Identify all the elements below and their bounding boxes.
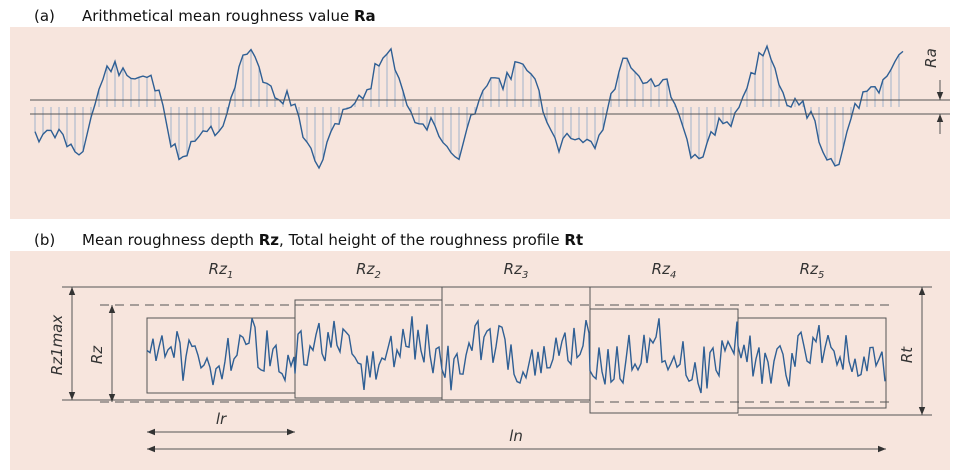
segment-label-sub: 4 [670,270,676,281]
segment-box [737,317,887,409]
panel-a-label: (a) [34,7,55,25]
segment-label: Rz3 [504,260,529,281]
ln-label: ln [509,427,523,445]
lr-label: lr [216,410,227,428]
segment-label: Rz1 [209,260,234,281]
panel-a-title: Arithmetical mean roughness value Ra [82,7,376,25]
panel-b: Rz1 Rz2 Rz3 Rz4 Rz5 [146,260,887,414]
segment-label-base: Rz [356,260,375,278]
segment-label: Rz5 [800,260,825,281]
title-text: Mean roughness depth [82,231,259,249]
panel-b-title: Mean roughness depth Rz, Total height of… [82,231,583,249]
segment-label-sub: 5 [818,270,824,281]
roughness-profile [34,44,904,170]
title-text: , Total height of the roughness profile [279,231,564,249]
rz1max-label: Rz1max [48,315,66,376]
segment-label: Rz2 [356,260,381,281]
segment-label-sub: 2 [374,270,380,281]
segment-label-base: Rz [652,260,671,278]
segment-label-base: Rz [800,260,819,278]
segment-label-sub: 1 [227,270,233,281]
title-bold: Rt [564,231,583,249]
title-bold: Rz [259,231,280,249]
rt-label: Rt [898,346,916,363]
ra-label: Ra [922,48,940,68]
segment-label: Rz4 [652,260,677,281]
segment-label-sub: 3 [522,270,528,281]
segment-label-base: Rz [209,260,228,278]
panel-b-bg [10,251,950,470]
roughness-profile [146,316,886,394]
title-text: Arithmetical mean roughness value [82,7,354,25]
panel-a-bg [10,27,950,219]
title-bold: Ra [354,7,376,25]
segment-label-base: Rz [504,260,523,278]
panel-b-label: (b) [34,231,55,249]
rz-label: Rz [88,345,106,364]
